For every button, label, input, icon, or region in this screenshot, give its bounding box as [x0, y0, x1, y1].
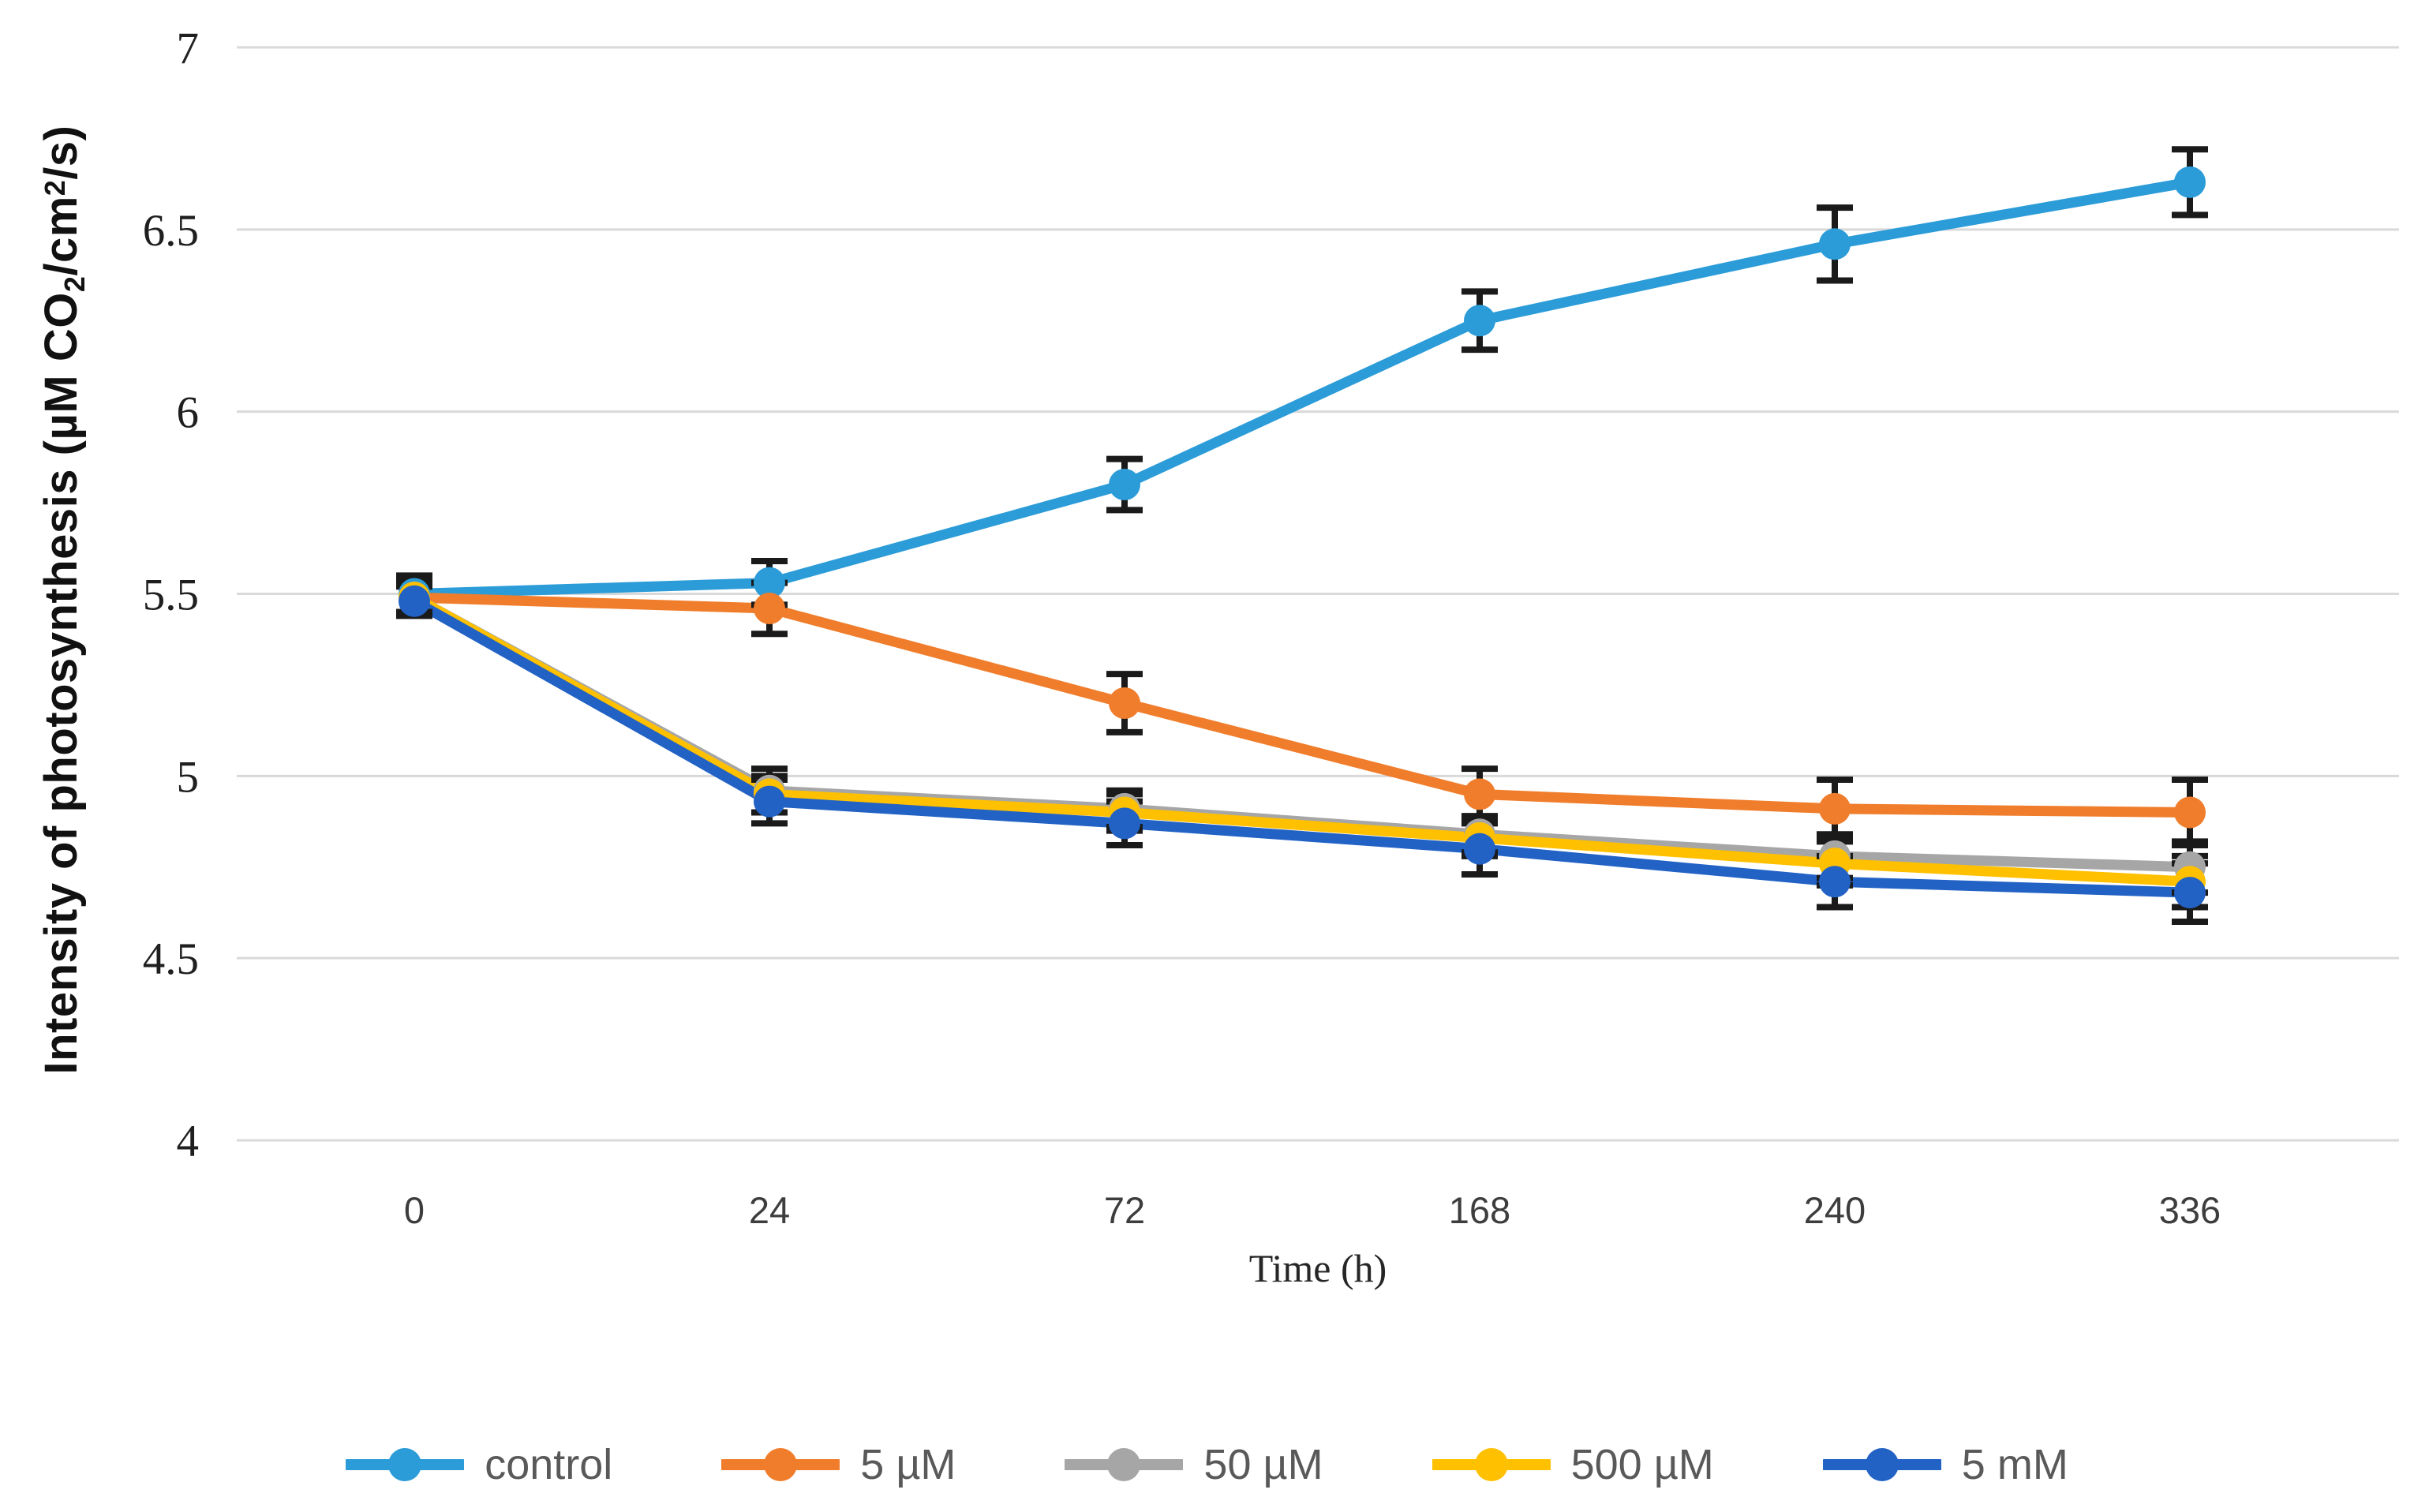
legend-item-50-µM: 50 µM — [1065, 1440, 1323, 1489]
marker-control — [1464, 305, 1495, 337]
y-tick-label: 4 — [177, 1117, 200, 1166]
y-tick-label: 6.5 — [143, 206, 199, 256]
y-tick-label: 5 — [177, 752, 200, 802]
y-axis-title-text: Intensity of photosynthesis (µM CO — [35, 292, 87, 1075]
marker-5-µM — [2174, 796, 2206, 829]
marker-5-mM — [399, 585, 430, 617]
marker-control — [754, 567, 785, 599]
y-axis-title-superscript: 2 — [38, 179, 71, 196]
marker-5-µM — [754, 592, 785, 624]
x-tick-label: 0 — [404, 1189, 425, 1231]
legend-marker — [388, 1448, 422, 1481]
series-lines — [409, 177, 2195, 898]
x-tick-label: 240 — [1804, 1189, 1866, 1231]
legend-marker — [1865, 1448, 1899, 1481]
marker-5-µM — [1819, 792, 1851, 825]
y-axis-title-mid: /cm — [35, 196, 87, 276]
legend-marker-icon — [346, 1448, 465, 1481]
legend: control 5 µM 50 µM 500 µM 5 mM — [0, 1417, 2414, 1512]
series-line-5-µM — [409, 592, 2195, 818]
y-tick-label: 6 — [177, 388, 200, 438]
x-tick-label: 72 — [1104, 1189, 1145, 1231]
marker-5-mM — [2174, 877, 2206, 909]
data-markers — [399, 166, 2206, 909]
y-tick-label: 7 — [177, 24, 200, 73]
marker-5-mM — [1109, 807, 1140, 840]
y-tick-labels: 7 6.5 6 5.5 5 4.5 4 — [143, 24, 199, 1166]
x-tick-label: 336 — [2159, 1189, 2221, 1231]
marker-control — [2174, 166, 2206, 198]
legend-item-5-mM: 5 mM — [1822, 1440, 2068, 1489]
y-axis-title: Intensity of photosynthesis (µM CO2/cm2/… — [35, 125, 92, 1075]
x-tick-label: 168 — [1449, 1189, 1510, 1231]
legend-marker — [1474, 1448, 1508, 1481]
x-tick-labels: 0 24 72 168 240 336 — [404, 1189, 2221, 1231]
y-axis-title-subscript: 2 — [58, 275, 92, 293]
marker-5-µM — [1464, 778, 1495, 810]
x-axis-title: Time (h) — [1248, 1246, 1387, 1290]
legend-label: 5 mM — [1961, 1441, 2068, 1488]
legend-item-control: control — [346, 1440, 612, 1489]
legend-label: control — [485, 1441, 613, 1488]
legend-label: 500 µM — [1570, 1441, 1714, 1488]
y-tick-label: 4.5 — [143, 934, 199, 984]
marker-5-mM — [754, 785, 785, 818]
legend-item-5-µM: 5 µM — [721, 1440, 956, 1489]
marker-control — [1109, 469, 1140, 500]
marker-5-mM — [1464, 833, 1495, 865]
y-axis-title-suffix: /s) — [35, 125, 87, 180]
series-line-control — [409, 177, 2195, 599]
marker-5-mM — [1819, 866, 1851, 898]
series-line-5-mM — [409, 596, 2195, 898]
legend-label: 50 µM — [1203, 1441, 1323, 1488]
y-tick-label: 5.5 — [143, 571, 199, 620]
legend-marker-icon — [721, 1448, 840, 1481]
legend-label: 5 µM — [860, 1441, 956, 1488]
marker-5-µM — [1109, 687, 1140, 719]
marker-control — [1819, 228, 1851, 260]
legend-marker-icon — [1432, 1448, 1551, 1481]
legend-item-500-µM: 500 µM — [1432, 1440, 1714, 1489]
series-line-500-µM — [409, 592, 2195, 887]
legend-marker-icon — [1822, 1448, 1941, 1481]
legend-marker — [1107, 1448, 1141, 1481]
gridlines — [237, 46, 2399, 1142]
legend-marker-icon — [1065, 1448, 1184, 1481]
legend-marker — [764, 1448, 798, 1481]
x-tick-label: 24 — [749, 1189, 790, 1231]
